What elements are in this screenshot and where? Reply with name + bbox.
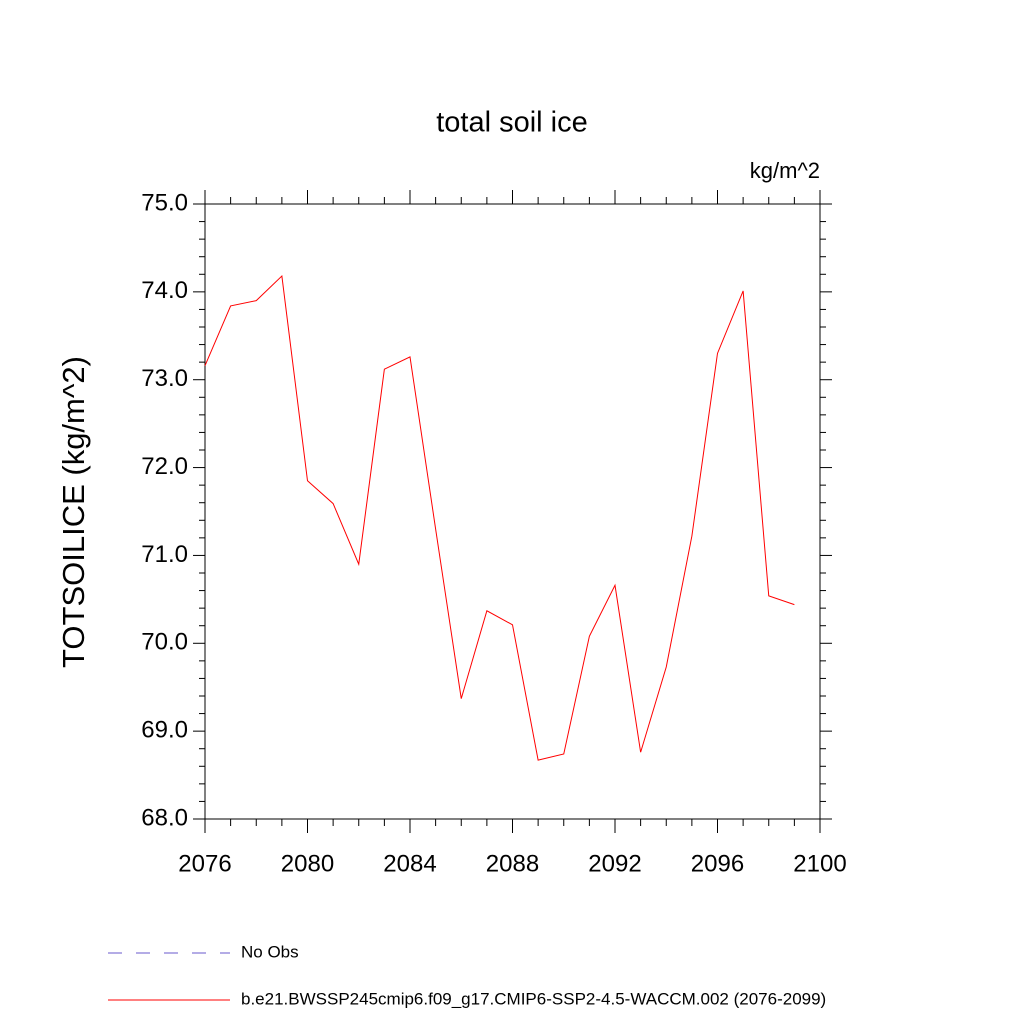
- y-tick-label: 71.0: [141, 541, 188, 568]
- x-tick-label: 2088: [486, 850, 539, 877]
- y-tick-label: 72.0: [141, 453, 188, 480]
- chart-title: total soil ice: [436, 107, 588, 139]
- x-tick-label: 2092: [588, 850, 641, 877]
- y-tick-label: 69.0: [141, 716, 188, 743]
- x-tick-label: 2076: [178, 850, 231, 877]
- x-tick-label: 2096: [691, 850, 744, 877]
- y-tick-label: 74.0: [141, 277, 188, 304]
- y-tick-label: 73.0: [141, 365, 188, 392]
- x-tick-label: 2080: [281, 850, 334, 877]
- legend-label: No Obs: [241, 942, 299, 961]
- legend-label: b.e21.BWSSP245cmip6.f09_g17.CMIP6-SSP2-4…: [241, 989, 826, 1008]
- units-label: kg/m^2: [750, 158, 820, 183]
- y-tick-label: 68.0: [141, 804, 188, 831]
- series-line: [204, 274, 795, 761]
- y-tick-label: 75.0: [141, 189, 188, 216]
- y-tick-label: 70.0: [141, 629, 188, 656]
- x-tick-label: 2084: [383, 850, 436, 877]
- y-axis-title: TOTSOILICE (kg/m^2): [56, 356, 91, 668]
- x-tick-label: 2100: [793, 850, 846, 877]
